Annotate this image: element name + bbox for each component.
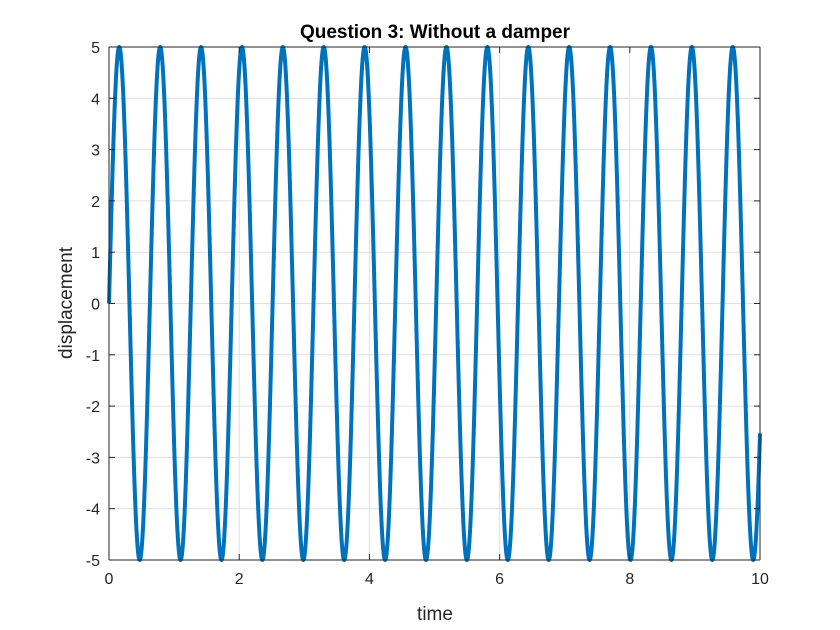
y-tick-label: -3 — [86, 450, 100, 467]
y-tick-label: 5 — [91, 40, 100, 57]
x-axis-title: time — [417, 604, 453, 625]
y-tick-label: 4 — [91, 91, 100, 108]
y-tick-label: -4 — [86, 502, 100, 519]
chart-title: Question 3: Without a damper — [300, 22, 571, 43]
x-tick-label: 10 — [751, 571, 769, 588]
y-tick-label: 2 — [91, 194, 100, 211]
y-tick-label: 1 — [91, 245, 100, 262]
y-tick-label: 3 — [91, 143, 100, 160]
x-tick-label: 4 — [365, 571, 374, 588]
series-layer — [107, 45, 762, 562]
y-tick-label: -5 — [86, 553, 100, 570]
y-tick-label: -2 — [86, 399, 100, 416]
series-line-1 — [107, 45, 762, 562]
y-axis-title: displacement — [56, 246, 77, 359]
y-tick-label: -1 — [86, 348, 100, 365]
x-tick-label: 8 — [625, 571, 634, 588]
x-tick-label: 6 — [495, 571, 504, 588]
x-tick-label: 2 — [235, 571, 244, 588]
y-tick-label: 0 — [91, 297, 100, 314]
x-tick-label: 0 — [105, 571, 114, 588]
